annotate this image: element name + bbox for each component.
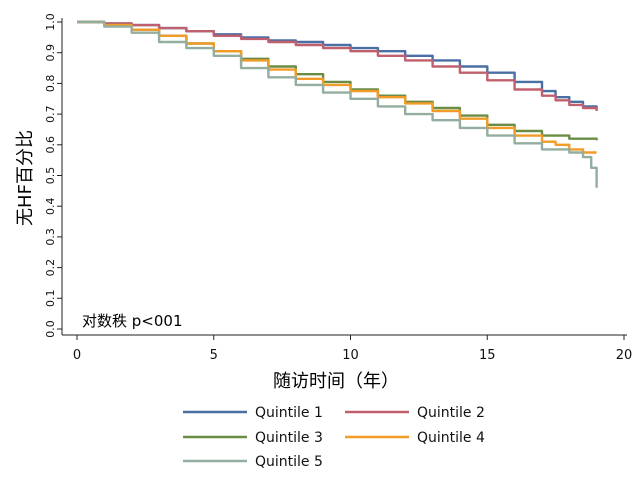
- y-tick-label: 0.2: [44, 259, 57, 277]
- legend-label: Quintile 2: [417, 405, 485, 421]
- legend-label: Quintile 1: [255, 405, 323, 421]
- y-tick-label: 0.1: [44, 290, 57, 308]
- series-line-4: [77, 20, 597, 154]
- y-tick-label: 0.0: [44, 320, 57, 338]
- y-tick-label: 0.6: [44, 136, 57, 154]
- annotation-text: 对数秩 p<001: [82, 312, 183, 330]
- legend-label: Quintile 4: [417, 430, 485, 446]
- legend: Quintile 1 Quintile 2 Quintile 3 Quintile 4…: [183, 405, 485, 470]
- y-tick-label: 0.5: [44, 167, 57, 185]
- x-tick-label: 5: [210, 348, 218, 363]
- x-tick-label: 20: [616, 348, 633, 363]
- y-tick-label: 0.8: [44, 75, 57, 93]
- y-tick-label: 0.3: [44, 228, 57, 246]
- axes: [61, 18, 627, 336]
- series-line-2: [77, 20, 598, 111]
- y-tick-label: 1.0: [44, 13, 57, 31]
- y-tick-label: 0.7: [44, 105, 57, 123]
- series-line-5: [77, 20, 598, 188]
- y-tick-label: 0.4: [44, 197, 57, 215]
- y-axis-title: 无HF百分比: [15, 130, 36, 226]
- series-line-1: [77, 20, 598, 108]
- y-tick-label: 0.9: [44, 44, 57, 62]
- x-tick-label: 15: [479, 348, 496, 363]
- x-axis-title: 随访时间（年）: [273, 371, 399, 392]
- x-tick-label: 10: [342, 348, 359, 363]
- legend-label: Quintile 3: [255, 430, 323, 446]
- series-lines: [77, 20, 598, 188]
- x-tick-label: 0: [73, 348, 81, 363]
- x-ticks: 0 5 10 15 20: [73, 335, 632, 363]
- y-ticks: 0.0 0.1 0.2 0.3 0.4 0.5 0.6 0.7 0.8 0.9 1.0: [44, 13, 62, 338]
- legend-label: Quintile 5: [255, 454, 323, 470]
